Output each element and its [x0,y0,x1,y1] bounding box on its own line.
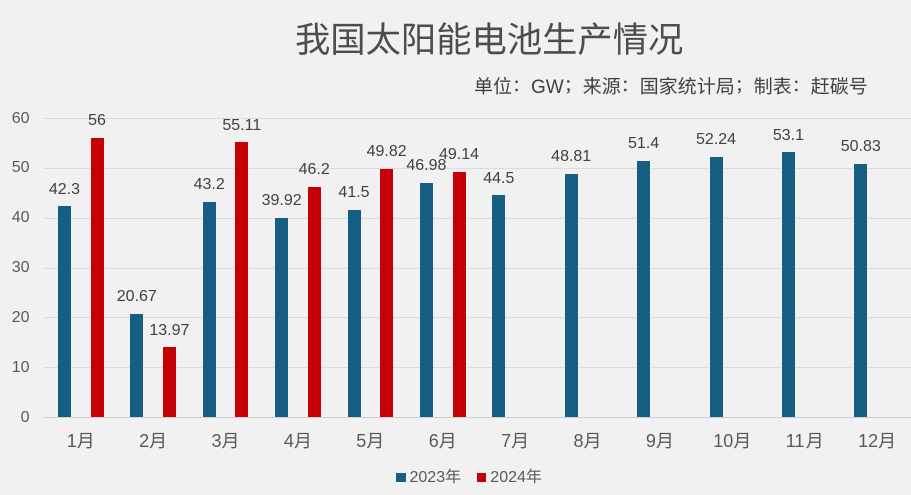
svg-text:2: 2 [139,431,149,451]
svg-text:4: 4 [284,431,294,451]
svg-text:2024: 2024 [490,469,526,486]
svg-text:10: 10 [713,431,733,451]
svg-text:6: 6 [429,431,439,451]
svg-text:2023: 2023 [410,469,446,486]
svg-text:12: 12 [858,431,878,451]
svg-text:11: 11 [786,431,805,451]
svg-text:9: 9 [646,431,656,451]
svg-text:GW: GW [531,77,564,98]
svg-text:3: 3 [212,431,222,451]
svg-text:8: 8 [574,431,584,451]
svg-text:7: 7 [501,431,511,451]
svg-text:1: 1 [67,431,77,451]
svg-text:5: 5 [356,431,366,451]
